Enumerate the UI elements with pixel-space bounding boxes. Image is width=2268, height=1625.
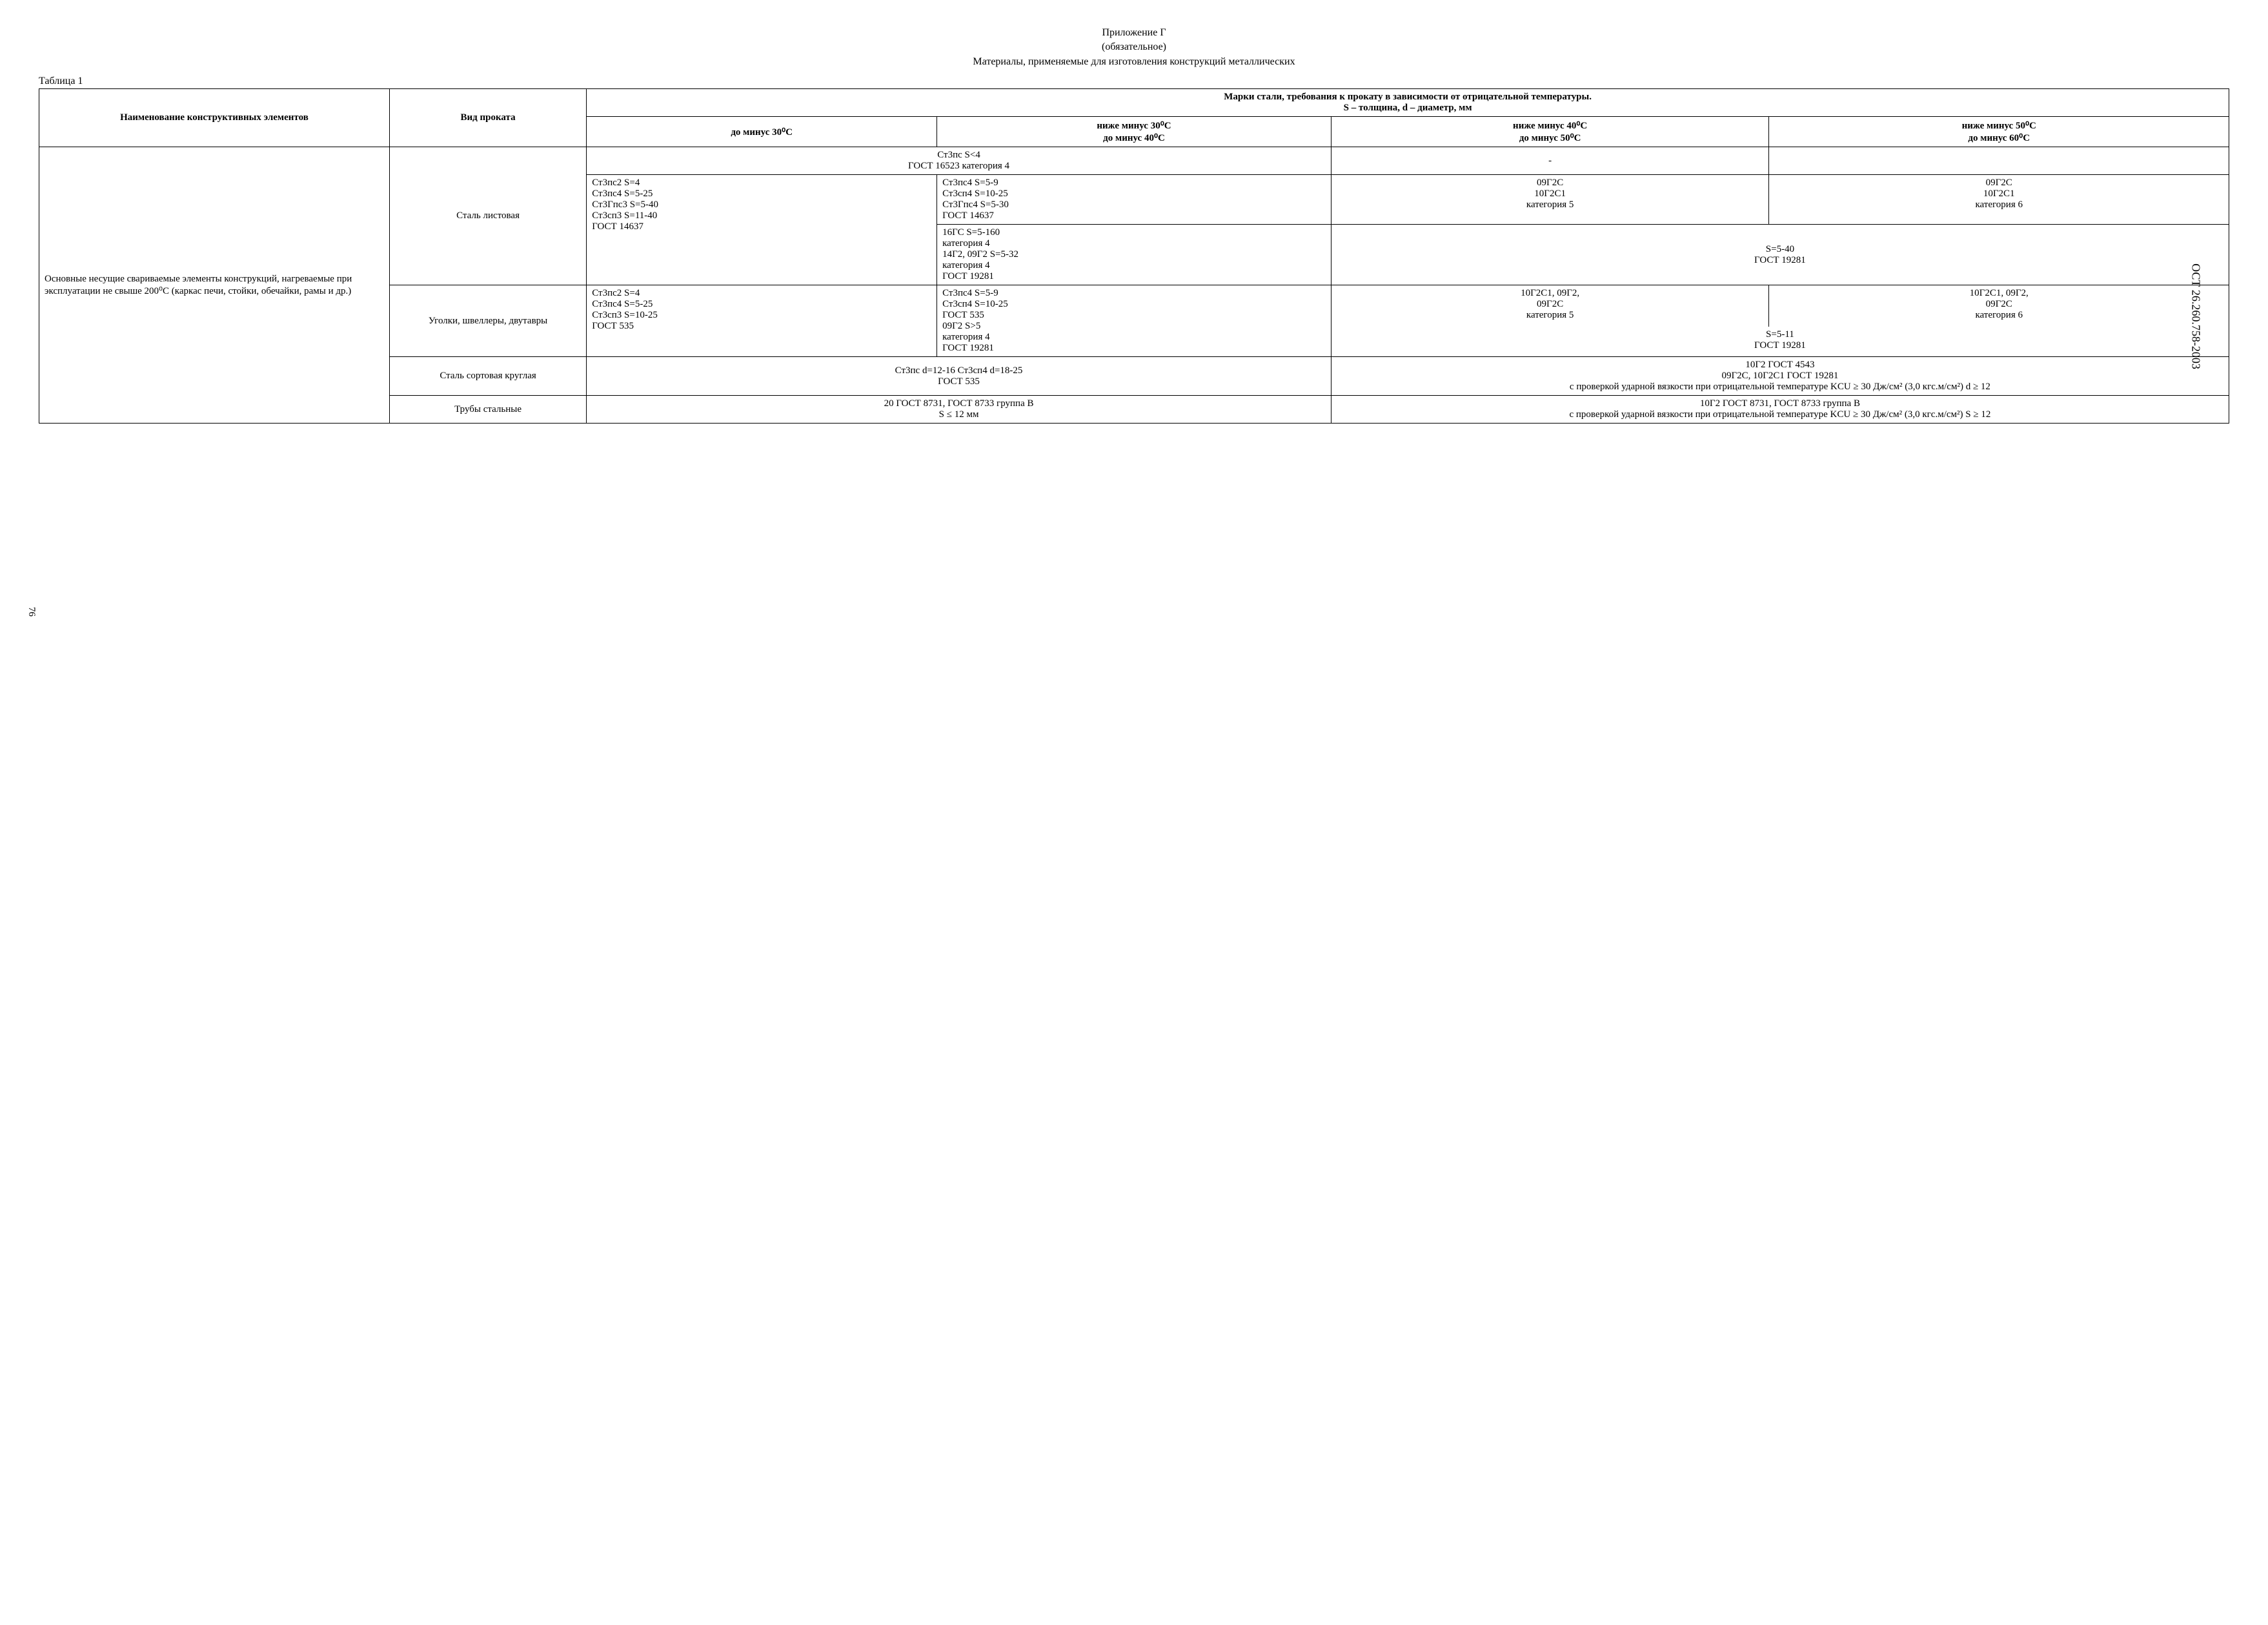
th-temp-3: ниже минус 40⁰С до минус 50⁰С	[1331, 117, 1769, 147]
cell: 09Г2С 10Г2С1 категория 6	[1769, 175, 2229, 225]
cell: 10Г2С1, 09Г2, 09Г2С категория 6	[1769, 285, 2229, 327]
cell: Ст3пс S<4 ГОСТ 16523 категория 4	[587, 147, 1331, 175]
cell: S=5-40 ГОСТ 19281	[1331, 225, 2229, 285]
cell: Ст3пс4 S=5-9 Ст3сп4 S=10-25 ГОСТ 535 09Г…	[937, 285, 1331, 357]
doc-code-side: ОСТ 26.260.758-2003	[2189, 263, 2203, 369]
cell: Ст3пс2 S=4 Ст3пс4 S=5-25 Ст3Гпс3 S=5-40 …	[587, 175, 937, 285]
cell: 16ГС S=5-160 категория 4 14Г2, 09Г2 S=5-…	[937, 225, 1331, 285]
heading-title: Материалы, применяемые для изготовления …	[39, 55, 2229, 69]
cell-angles-label: Уголки, швеллеры, двутавры	[389, 285, 586, 357]
cell: 10Г2 ГОСТ 4543 09Г2С, 10Г2С1 ГОСТ 19281 …	[1331, 357, 2229, 396]
th-element-name: Наименование конструктивных элементов	[39, 89, 390, 147]
cell-pipes-label: Трубы стальные	[389, 396, 586, 424]
materials-table: Наименование конструктивных элементов Ви…	[39, 88, 2229, 424]
th-span-sub: S – толщина, d – диаметр, мм	[1344, 103, 1472, 113]
cell-element-name: Основные несущие свариваемые элементы ко…	[39, 147, 390, 424]
table-row: Основные несущие свариваемые элементы ко…	[39, 147, 2229, 175]
cell-sheet-label: Сталь листовая	[389, 147, 586, 285]
cell: S=5-11 ГОСТ 19281	[1331, 327, 2229, 356]
th-temp-1: до минус 30⁰С	[587, 117, 937, 147]
table-label: Таблица 1	[39, 76, 2229, 87]
cell-round-label: Сталь сортовая круглая	[389, 357, 586, 396]
heading-appendix: Приложение Г	[39, 26, 2229, 40]
th-span: Марки стали, требования к прокату в зави…	[587, 89, 2229, 117]
cell: -	[1331, 147, 1769, 175]
cell: 09Г2С 10Г2С1 категория 5	[1331, 175, 1769, 225]
cell: 10Г2С1, 09Г2, 09Г2С категория 5	[1331, 285, 1769, 327]
cell: 20 ГОСТ 8731, ГОСТ 8733 группа В S ≤ 12 …	[587, 396, 1331, 424]
cell: Ст3пс4 S=5-9 Ст3сп4 S=10-25 Ст3Гпс4 S=5-…	[937, 175, 1331, 225]
heading-mandatory: (обязательное)	[39, 40, 2229, 54]
cell: Ст3пс2 S=4 Ст3пс4 S=5-25 Ст3сп3 S=10-25 …	[587, 285, 937, 357]
page-number: 76	[26, 607, 37, 617]
cell	[1769, 147, 2229, 175]
th-rolling-type: Вид проката	[389, 89, 586, 147]
th-span-title: Марки стали, требования к прокату в зави…	[1224, 92, 1592, 102]
cell: 10Г2 ГОСТ 8731, ГОСТ 8733 группа В с про…	[1331, 396, 2229, 424]
th-temp-2: ниже минус 30⁰С до минус 40⁰С	[937, 117, 1331, 147]
th-temp-4: ниже минус 50⁰С до минус 60⁰С	[1769, 117, 2229, 147]
cell: Ст3пс d=12-16 Ст3сп4 d=18-25 ГОСТ 535	[587, 357, 1331, 396]
